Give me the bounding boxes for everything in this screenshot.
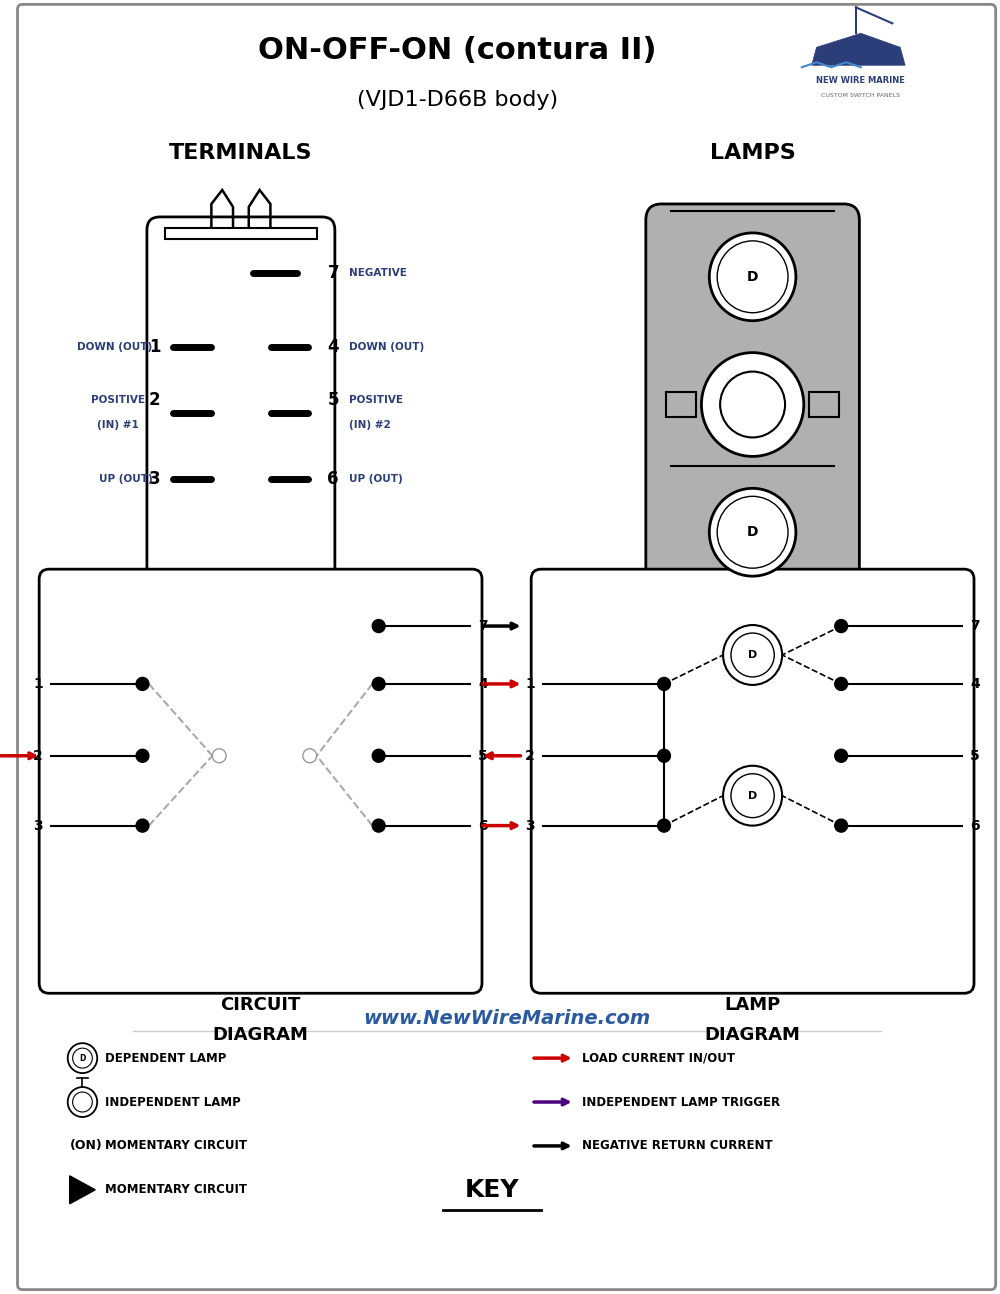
Text: 4: 4 bbox=[478, 677, 488, 691]
Text: KEY: KEY bbox=[465, 1178, 519, 1202]
Circle shape bbox=[709, 488, 796, 576]
FancyBboxPatch shape bbox=[39, 569, 482, 994]
Text: MOMENTARY CIRCUIT: MOMENTARY CIRCUIT bbox=[105, 1140, 247, 1153]
Circle shape bbox=[720, 371, 785, 437]
Text: D: D bbox=[747, 269, 758, 283]
Circle shape bbox=[372, 749, 385, 762]
Text: 3: 3 bbox=[525, 819, 535, 832]
Text: 5: 5 bbox=[327, 391, 339, 409]
Text: LAMP: LAMP bbox=[724, 996, 781, 1014]
Circle shape bbox=[835, 819, 848, 832]
Circle shape bbox=[709, 233, 796, 321]
Text: D: D bbox=[747, 525, 758, 540]
Bar bbox=[226, 577, 256, 593]
Text: 2: 2 bbox=[33, 749, 43, 762]
Circle shape bbox=[372, 620, 385, 633]
Text: (VJD1-D66B body): (VJD1-D66B body) bbox=[357, 91, 558, 110]
Text: DIAGRAM: DIAGRAM bbox=[705, 1026, 801, 1044]
Circle shape bbox=[701, 353, 804, 457]
Circle shape bbox=[658, 678, 670, 691]
Text: 6: 6 bbox=[327, 470, 339, 488]
Text: 4: 4 bbox=[327, 338, 339, 356]
Text: ON-OFF-ON (contura II): ON-OFF-ON (contura II) bbox=[258, 36, 657, 65]
Circle shape bbox=[136, 678, 149, 691]
Text: (IN) #1: (IN) #1 bbox=[97, 421, 139, 431]
Text: 7: 7 bbox=[970, 619, 980, 633]
FancyBboxPatch shape bbox=[531, 569, 974, 994]
Text: LOAD CURRENT IN/OUT: LOAD CURRENT IN/OUT bbox=[582, 1052, 735, 1065]
Text: NEGATIVE: NEGATIVE bbox=[349, 268, 407, 278]
Text: 4: 4 bbox=[970, 677, 980, 691]
Text: (ON): (ON) bbox=[70, 1140, 102, 1153]
Text: D: D bbox=[748, 791, 757, 801]
Circle shape bbox=[372, 819, 385, 832]
Text: CIRCUIT: CIRCUIT bbox=[220, 996, 301, 1014]
FancyBboxPatch shape bbox=[147, 217, 335, 593]
Circle shape bbox=[136, 819, 149, 832]
Text: UP (OUT): UP (OUT) bbox=[99, 475, 152, 484]
Text: LAMPS: LAMPS bbox=[710, 144, 795, 163]
Text: INDEPENDENT LAMP TRIGGER: INDEPENDENT LAMP TRIGGER bbox=[582, 1096, 780, 1109]
Bar bbox=[666, 392, 696, 418]
Text: DIAGRAM: DIAGRAM bbox=[213, 1026, 309, 1044]
Text: INDEPENDENT LAMP: INDEPENDENT LAMP bbox=[105, 1096, 241, 1109]
Circle shape bbox=[723, 625, 782, 685]
Circle shape bbox=[723, 766, 782, 826]
Text: NEGATIVE RETURN CURRENT: NEGATIVE RETURN CURRENT bbox=[582, 1140, 773, 1153]
Text: POSITIVE: POSITIVE bbox=[91, 395, 145, 405]
Text: CUSTOM SWITCH PANELS: CUSTOM SWITCH PANELS bbox=[821, 93, 900, 97]
Text: D: D bbox=[79, 1053, 86, 1062]
Polygon shape bbox=[812, 34, 905, 65]
Text: POSITIVE: POSITIVE bbox=[349, 395, 403, 405]
Text: MOMENTARY CIRCUIT: MOMENTARY CIRCUIT bbox=[105, 1183, 247, 1197]
Text: DOWN (OUT): DOWN (OUT) bbox=[77, 342, 152, 352]
Circle shape bbox=[372, 678, 385, 691]
Text: 1: 1 bbox=[33, 677, 43, 691]
Circle shape bbox=[835, 749, 848, 762]
Text: 3: 3 bbox=[33, 819, 43, 832]
Text: 2: 2 bbox=[149, 391, 160, 409]
Text: 6: 6 bbox=[970, 819, 980, 832]
Text: 5: 5 bbox=[478, 749, 488, 762]
Circle shape bbox=[658, 819, 670, 832]
Circle shape bbox=[136, 749, 149, 762]
FancyBboxPatch shape bbox=[646, 204, 859, 606]
Text: D: D bbox=[748, 650, 757, 660]
Polygon shape bbox=[70, 1176, 95, 1203]
Text: 1: 1 bbox=[149, 338, 160, 356]
Bar bbox=[165, 228, 317, 239]
Bar bbox=[809, 392, 839, 418]
Text: NEW WIRE MARINE: NEW WIRE MARINE bbox=[816, 76, 905, 84]
Circle shape bbox=[658, 749, 670, 762]
Text: DOWN (OUT): DOWN (OUT) bbox=[349, 342, 424, 352]
Text: 7: 7 bbox=[478, 619, 488, 633]
Circle shape bbox=[835, 678, 848, 691]
Text: 2: 2 bbox=[525, 749, 535, 762]
Text: TERMINALS: TERMINALS bbox=[169, 144, 313, 163]
Text: 6: 6 bbox=[478, 819, 488, 832]
Bar bbox=[205, 590, 276, 616]
Text: 7: 7 bbox=[327, 264, 339, 282]
Text: DEPENDENT LAMP: DEPENDENT LAMP bbox=[105, 1052, 226, 1065]
Text: (IN) #2: (IN) #2 bbox=[349, 421, 391, 431]
Text: 3: 3 bbox=[149, 470, 160, 488]
Circle shape bbox=[835, 620, 848, 633]
Text: 1: 1 bbox=[525, 677, 535, 691]
Circle shape bbox=[68, 1043, 97, 1073]
Circle shape bbox=[68, 1087, 97, 1117]
Text: www.NewWireMarine.com: www.NewWireMarine.com bbox=[363, 1009, 650, 1027]
Text: UP (OUT): UP (OUT) bbox=[349, 475, 403, 484]
Text: 5: 5 bbox=[970, 749, 980, 762]
